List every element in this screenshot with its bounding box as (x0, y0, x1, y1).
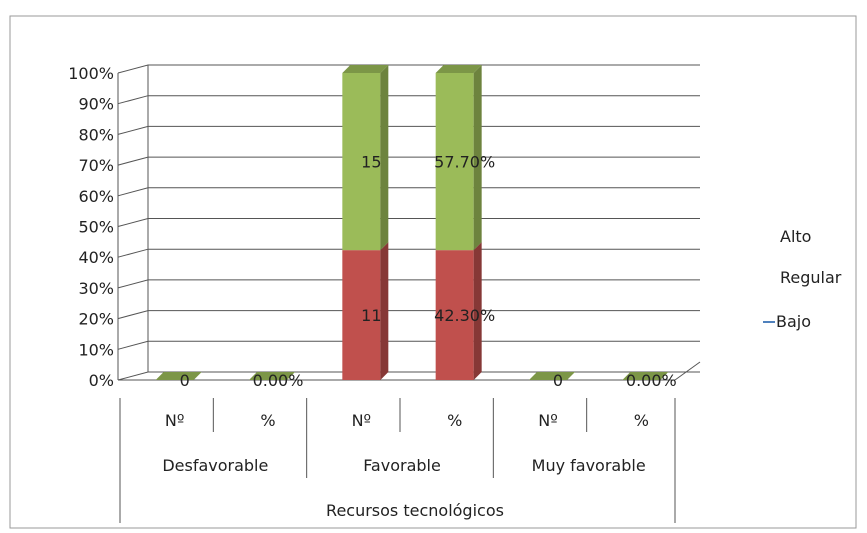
bar-alto-side (473, 65, 482, 251)
data-label: 0 (553, 371, 563, 390)
legend: Alto Regular Bajo (763, 227, 842, 331)
gridline (117, 340, 700, 350)
y-tick-label: 30% (78, 279, 114, 298)
gridline (117, 156, 700, 166)
x-sub-label: Nº (352, 411, 372, 430)
bar-regular-front (435, 250, 474, 380)
floor-right-edge (674, 361, 701, 381)
bar-zero-slab (155, 372, 202, 380)
x-sub-label: Nº (165, 411, 185, 430)
x-group-label: Favorable (363, 456, 441, 475)
y-tick-label: 70% (78, 156, 114, 175)
data-labels: 0 0.00% 11 15 42.30% 57.70% 0 0.00% (180, 153, 677, 390)
bar-zero-slab (249, 372, 295, 380)
bar-top-face (342, 65, 389, 73)
gridline (117, 248, 700, 258)
x-sub-label: % (447, 411, 462, 430)
gridline (117, 125, 700, 135)
y-tick-label: 50% (78, 218, 114, 237)
y-tick-label: 40% (78, 248, 114, 267)
y-tick-label: 100% (68, 64, 114, 83)
gridline (117, 279, 700, 289)
data-label: 57.70% (434, 153, 495, 172)
data-label: 0.00% (626, 371, 677, 390)
y-tick-label: 20% (78, 310, 114, 329)
bar-zero-slab (529, 372, 575, 380)
data-label: 15 (361, 153, 381, 172)
bar-alto-side (380, 65, 389, 251)
y-tick-label: 80% (78, 125, 114, 144)
data-label: 42.30% (434, 306, 495, 325)
y-tick-label: 10% (78, 340, 114, 359)
bar-alto-front (435, 73, 474, 251)
data-label: 0 (180, 371, 190, 390)
data-label: 0.00% (253, 371, 304, 390)
gridline (117, 95, 700, 105)
gridline (117, 64, 700, 74)
gridline (117, 218, 700, 227)
legend-entry: Bajo (776, 312, 811, 331)
x-axis: Nº% Nº% Nº % Desfavorable Favorable Muy favora… (119, 398, 676, 523)
bar-alto-front (342, 73, 381, 251)
x-sub-label: % (260, 411, 275, 430)
x-sub-label: % (634, 411, 649, 430)
bar-regular-side (380, 242, 389, 380)
y-tick-label: 0% (89, 371, 114, 390)
legend-entry: Alto (780, 227, 811, 246)
x-sub-label: Nº (538, 411, 558, 430)
legend-entry: Regular (780, 268, 842, 287)
y-tick-label: 60% (78, 187, 114, 206)
x-group-label: Muy favorable (532, 456, 646, 475)
gridline (117, 371, 700, 381)
x-axis-title: Recursos tecnológicos (326, 501, 504, 520)
bar-regular-side (473, 242, 482, 380)
bar-zero-slab (622, 372, 669, 380)
y-axis: 0% 10% 20% 30% 40% 50% 60% 70% 80% 90% 100% (68, 64, 114, 390)
x-group-label: Desfavorable (162, 456, 268, 475)
gridline (117, 310, 700, 320)
bar-regular-front (342, 250, 381, 380)
bars (155, 65, 669, 380)
gridline (117, 187, 700, 197)
data-label: 11 (361, 306, 381, 325)
chart-frame (9, 15, 857, 529)
bar-top-face (435, 65, 482, 73)
y-tick-label: 90% (78, 95, 114, 114)
gridlines (117, 64, 701, 381)
